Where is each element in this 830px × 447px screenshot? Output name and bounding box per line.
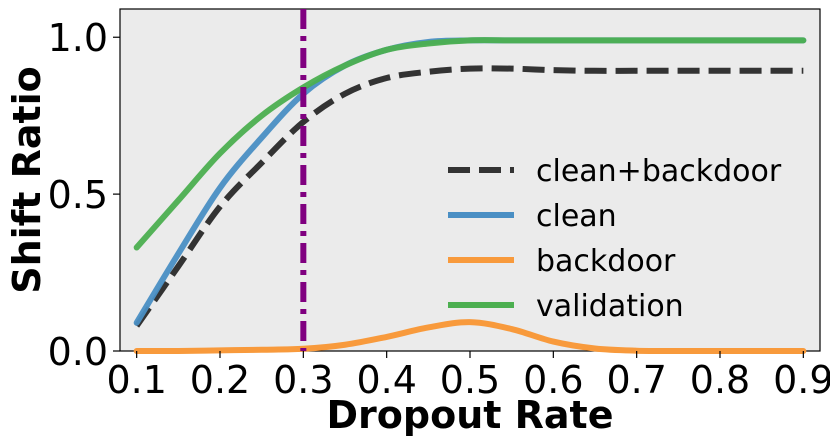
- legend: clean+backdoor clean backdoor validation: [448, 154, 782, 324]
- y-tick-label: 0.5: [48, 173, 108, 217]
- series-layer: [133, 37, 807, 355]
- x-tick-label: 0.6: [523, 358, 583, 402]
- legend-label: clean+backdoor: [536, 154, 782, 189]
- x-tick-label: 0.5: [440, 358, 500, 402]
- series-line-clean-backdoor: [134, 65, 804, 328]
- y-tick-label: 0.0: [48, 330, 108, 374]
- series-line-validation: [133, 37, 807, 251]
- series-line-backdoor: [133, 319, 807, 355]
- y-axis-title: Shift Ratio: [5, 66, 49, 294]
- legend-label: backdoor: [536, 244, 676, 279]
- x-tick-label: 0.4: [356, 358, 416, 402]
- x-tick-label: 0.9: [773, 358, 830, 402]
- x-tick-label: 0.7: [606, 358, 666, 402]
- ticks-layer: 0.1 0.2 0.3 0.4 0.5 0.6 0.7 0.8 0.9 0.0 0.5 1.0: [48, 16, 830, 402]
- legend-label: clean: [536, 199, 617, 234]
- x-axis-title: Dropout Rate: [327, 393, 614, 437]
- x-tick-label: 0.1: [106, 358, 166, 402]
- x-tick-label: 0.3: [273, 358, 333, 402]
- y-tick-label: 1.0: [48, 16, 108, 60]
- x-tick-label: 0.2: [190, 358, 250, 402]
- legend-label: validation: [536, 289, 684, 324]
- x-tick-label: 0.8: [690, 358, 750, 402]
